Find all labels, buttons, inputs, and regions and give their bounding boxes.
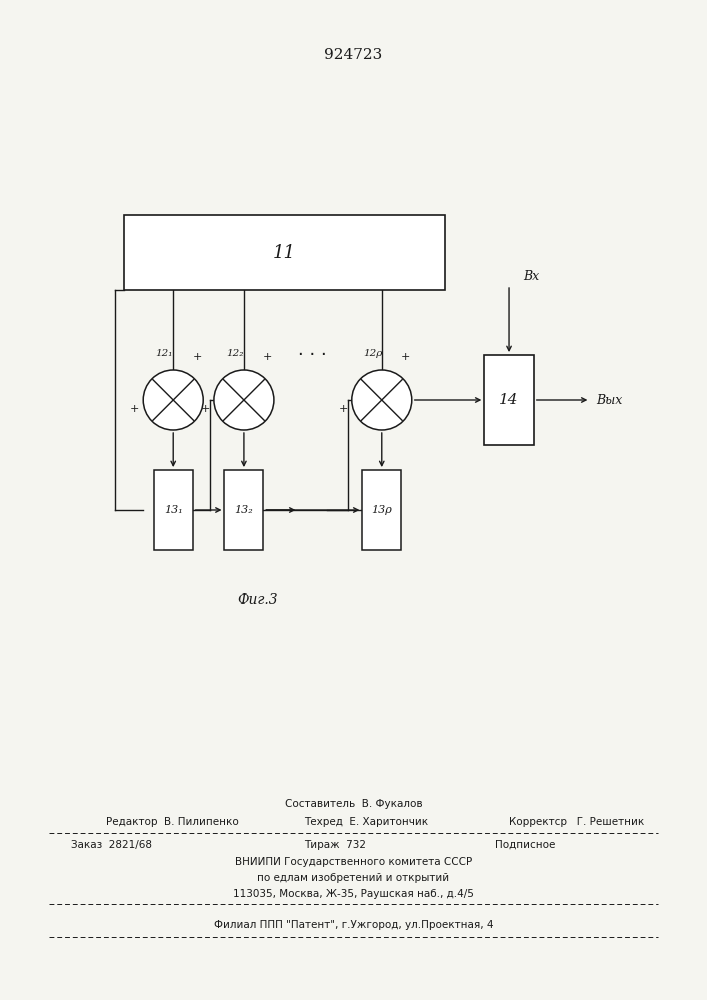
- Text: 11: 11: [273, 243, 296, 261]
- Text: 14: 14: [499, 393, 519, 407]
- Text: Подписное: Подписное: [495, 840, 555, 850]
- Text: Филиал ППП "Патент", г.Ужгород, ул.Проектная, 4: Филиал ППП "Патент", г.Ужгород, ул.Проек…: [214, 920, 493, 930]
- Text: по едлам изобретений и открытий: по едлам изобретений и открытий: [257, 873, 450, 883]
- Text: 12ρ: 12ρ: [363, 349, 382, 358]
- Circle shape: [352, 370, 411, 430]
- Text: Техред  Е. Харитончик: Техред Е. Харитончик: [304, 817, 428, 827]
- Circle shape: [144, 370, 203, 430]
- Bar: [225, 470, 264, 550]
- Text: Тираж  732: Тираж 732: [304, 840, 366, 850]
- Text: 924723: 924723: [325, 48, 382, 62]
- Text: . . .: . . .: [298, 341, 327, 359]
- Text: Фиг.3: Фиг.3: [238, 593, 279, 607]
- Circle shape: [214, 370, 274, 430]
- Text: +: +: [192, 352, 202, 362]
- Text: Заказ  2821/68: Заказ 2821/68: [71, 840, 152, 850]
- Text: +: +: [130, 404, 139, 414]
- Text: +: +: [401, 352, 411, 362]
- Bar: [484, 355, 534, 445]
- Text: 13ρ: 13ρ: [371, 505, 392, 515]
- Bar: [363, 470, 402, 550]
- Text: 12₂: 12₂: [226, 349, 244, 358]
- Text: Составитель  В. Фукалов: Составитель В. Фукалов: [285, 799, 422, 809]
- Text: +: +: [263, 352, 273, 362]
- Text: 13₁: 13₁: [164, 505, 182, 515]
- Text: Вых: Вых: [596, 393, 622, 406]
- Text: ВНИИПИ Государственного комитета СССР: ВНИИПИ Государственного комитета СССР: [235, 857, 472, 867]
- Text: 13₂: 13₂: [235, 505, 253, 515]
- Bar: [154, 470, 193, 550]
- Text: Корректср   Г. Решетник: Корректср Г. Решетник: [509, 817, 644, 827]
- Text: Вх: Вх: [523, 270, 539, 284]
- Text: 113035, Москва, Ж-35, Раушская наб., д.4/5: 113035, Москва, Ж-35, Раушская наб., д.4…: [233, 889, 474, 899]
- Bar: [124, 215, 445, 290]
- Text: +: +: [201, 404, 210, 414]
- Text: Редактор  В. Пилипенко: Редактор В. Пилипенко: [106, 817, 239, 827]
- Text: 12₁: 12₁: [156, 349, 173, 358]
- Text: +: +: [339, 404, 348, 414]
